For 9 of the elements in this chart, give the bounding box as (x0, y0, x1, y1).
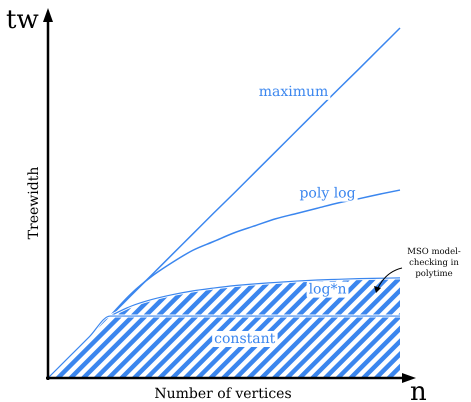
series-label: maximum (258, 84, 328, 100)
x-axis-title: Number of vertices (154, 386, 292, 402)
text: tw (6, 5, 39, 35)
text: n (410, 377, 427, 402)
series-label: poly log (299, 186, 356, 202)
series-label: constant (214, 331, 276, 348)
y-axis-title: Treewidth (26, 166, 42, 240)
series-label: log*n (308, 282, 346, 298)
text: MSO model-checking in polytime (407, 247, 461, 279)
